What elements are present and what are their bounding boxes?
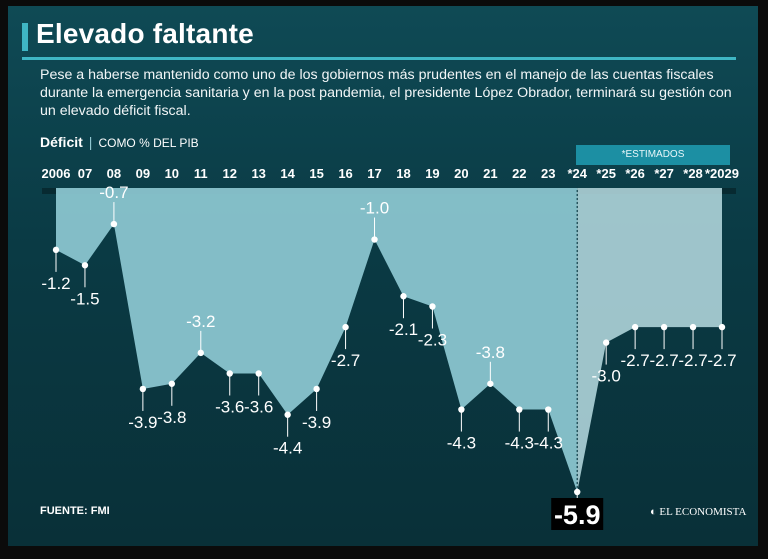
x-tick-label: 23 bbox=[541, 166, 555, 181]
observed-area bbox=[56, 188, 578, 492]
data-point bbox=[602, 339, 610, 346]
data-label: -2.7 bbox=[649, 351, 678, 370]
x-tick-label: 17 bbox=[367, 166, 381, 181]
measure-label: Déficit | COMO % DEL PIB bbox=[40, 134, 199, 150]
data-label: -2.7 bbox=[707, 351, 736, 370]
x-tick-label: *27 bbox=[654, 166, 674, 181]
x-tick-label: 11 bbox=[194, 166, 208, 181]
brand-name: EL ECONOMISTA bbox=[659, 506, 747, 518]
data-label: -5.9 bbox=[554, 500, 601, 530]
data-label: -2.7 bbox=[620, 351, 649, 370]
x-tick-label: 19 bbox=[425, 166, 439, 181]
data-label: -3.8 bbox=[476, 343, 505, 362]
x-tick-label: 2006 bbox=[42, 166, 71, 181]
data-label: -1.2 bbox=[41, 274, 70, 293]
data-label: -0.7 bbox=[99, 183, 128, 202]
x-tick-label: *2029 bbox=[705, 166, 739, 181]
data-labels: -1.2-1.5-0.7-3.9 -3.8-3.2-3.6 -3.6-4.4-3.9… bbox=[41, 183, 737, 530]
page-title: Elevado faltante bbox=[36, 18, 254, 49]
min-value-box bbox=[551, 498, 604, 530]
x-tick-label: 08 bbox=[107, 166, 121, 181]
data-label: -3.8 bbox=[157, 408, 186, 427]
data-label: -3.2 bbox=[186, 312, 215, 331]
data-points bbox=[52, 202, 726, 498]
x-tick-label: 09 bbox=[136, 166, 150, 181]
x-tick-label: 12 bbox=[223, 166, 237, 181]
data-label: -2.7 bbox=[678, 351, 707, 370]
brand-icon: ◐ bbox=[650, 506, 657, 518]
data-label: -3.9 bbox=[302, 413, 331, 432]
x-tick-label: 18 bbox=[396, 166, 410, 181]
data-label: -1.5 bbox=[70, 289, 99, 308]
estimated-area bbox=[577, 188, 722, 492]
subtitle: Pese a haberse mantenido como uno de los… bbox=[40, 67, 732, 119]
data-label: -2.7 bbox=[331, 351, 360, 370]
measure-name: Déficit bbox=[40, 134, 83, 150]
x-tick-label: 07 bbox=[78, 166, 92, 181]
title-rule bbox=[22, 57, 736, 60]
data-label: -2.3 bbox=[418, 331, 447, 350]
x-tick-label: 13 bbox=[251, 166, 265, 181]
x-tick-label: *26 bbox=[625, 166, 645, 181]
source-label: FUENTE: FMI bbox=[40, 505, 110, 517]
year-ticks: 2006 07 08 09 10 11 12 13 14 15 16 17 18 19 20 21 22 23 *2… bbox=[42, 166, 739, 181]
data-label: -4.4 bbox=[273, 439, 302, 458]
x-tick-label: 15 bbox=[309, 166, 323, 181]
data-label: -3.6 bbox=[244, 397, 273, 416]
measure-unit: COMO % DEL PIB bbox=[98, 136, 199, 150]
data-label: -1.0 bbox=[360, 199, 389, 218]
x-tick-label: 21 bbox=[483, 166, 497, 181]
x-tick-label: *28 bbox=[683, 166, 703, 181]
x-tick-label: 14 bbox=[280, 166, 295, 181]
data-label: -4.3 bbox=[505, 434, 534, 453]
title-accent-bar bbox=[22, 23, 28, 51]
x-tick-label: *25 bbox=[596, 166, 616, 181]
data-label: -3.0 bbox=[592, 367, 621, 386]
data-label: -3.9 bbox=[128, 413, 157, 432]
data-label: -2.1 bbox=[389, 320, 418, 339]
data-label: -4.3 bbox=[447, 434, 476, 453]
estimated-label: *ESTIMADOS bbox=[576, 145, 730, 165]
x-tick-label: 22 bbox=[512, 166, 526, 181]
x-tick-label: 10 bbox=[165, 166, 179, 181]
x-tick-label: *24 bbox=[567, 166, 587, 181]
measure-separator: | bbox=[88, 134, 93, 150]
brand-logo: ◐ EL ECONOMISTA bbox=[650, 506, 746, 518]
data-point bbox=[168, 380, 176, 387]
x-tick-label: 20 bbox=[454, 166, 468, 181]
deficit-area bbox=[56, 178, 722, 492]
data-point bbox=[400, 293, 407, 300]
data-label: -3.6 bbox=[215, 397, 244, 416]
data-label: -4.3 bbox=[534, 434, 563, 453]
x-tick-label: 16 bbox=[338, 166, 352, 181]
